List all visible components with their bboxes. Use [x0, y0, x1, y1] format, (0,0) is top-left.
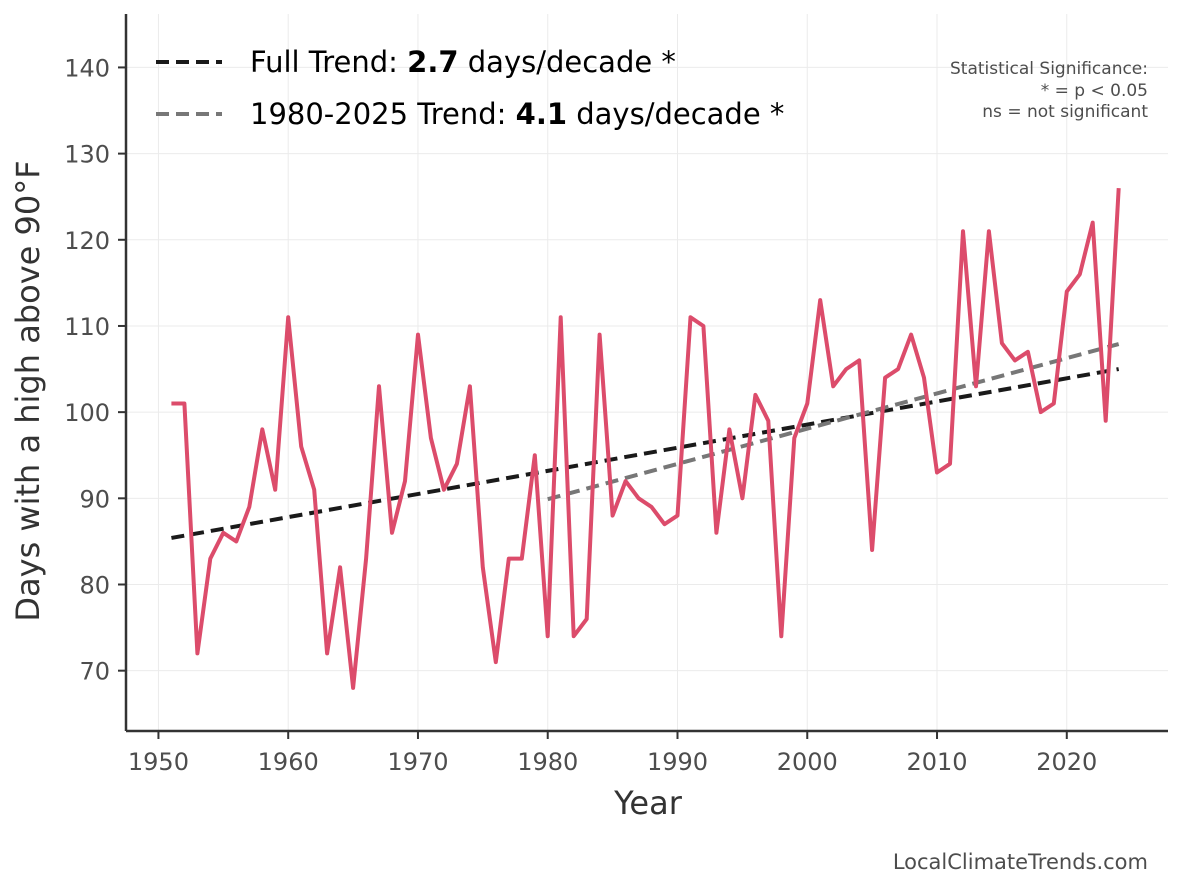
axes [124, 14, 1168, 733]
y-axis-title: Days with a high above 90°F [9, 160, 47, 621]
legend-label-full-trend: Full Trend: 2.7 days/decade * [250, 45, 676, 79]
legend-full-trend-value: 2.7 [407, 45, 458, 79]
y-tick-label: 80 [79, 571, 110, 599]
y-tick-label: 110 [64, 313, 110, 341]
x-ticks: 1950 1960 1970 1980 1990 2000 2010 2020 [128, 731, 1097, 776]
legend-1980-trend-value: 4.1 [516, 97, 567, 131]
y-tick-label: 130 [64, 141, 110, 169]
full-trend-line [171, 367, 1120, 540]
significance-line-1: * = p < 0.05 [1041, 81, 1148, 101]
y-tick-label: 90 [79, 485, 110, 513]
x-tick-label: 2010 [906, 748, 967, 776]
legend-full-trend-suffix: days/decade * [459, 45, 676, 79]
x-tick-label: 1970 [387, 748, 448, 776]
x-axis-title: Year [613, 784, 683, 822]
y-tick-label: 100 [64, 399, 110, 427]
series-lines [171, 187, 1121, 690]
x-tick-label: 2000 [777, 748, 838, 776]
x-tick-label: 1950 [128, 748, 189, 776]
significance-line-2: ns = not significant [982, 102, 1148, 122]
x-tick-label: 2020 [1036, 748, 1097, 776]
credit-text: LocalClimateTrends.com [893, 850, 1148, 874]
x-tick-label: 1990 [647, 748, 708, 776]
x-tick-label: 1960 [258, 748, 319, 776]
legend-1980-trend-suffix: days/decade * [567, 97, 784, 131]
trend-lines [171, 342, 1120, 540]
significance-note: Statistical Significance: * = p < 0.05 n… [950, 59, 1148, 122]
legend: Full Trend: 2.7 days/decade * 1980-2025 … [156, 45, 784, 131]
x-tick-label: 1980 [517, 748, 578, 776]
data-series-line [171, 187, 1121, 690]
y-tick-label: 70 [79, 658, 110, 686]
legend-label-1980-trend: 1980-2025 Trend: 4.1 days/decade * [250, 97, 784, 131]
legend-full-trend-prefix: Full Trend: [250, 45, 407, 79]
legend-1980-trend-prefix: 1980-2025 Trend: [250, 97, 516, 131]
y-tick-label: 140 [64, 54, 110, 82]
y-ticks: 70 80 90 100 110 120 130 140 [64, 54, 126, 686]
significance-title: Statistical Significance: [950, 59, 1148, 79]
y-tick-label: 120 [64, 227, 110, 255]
